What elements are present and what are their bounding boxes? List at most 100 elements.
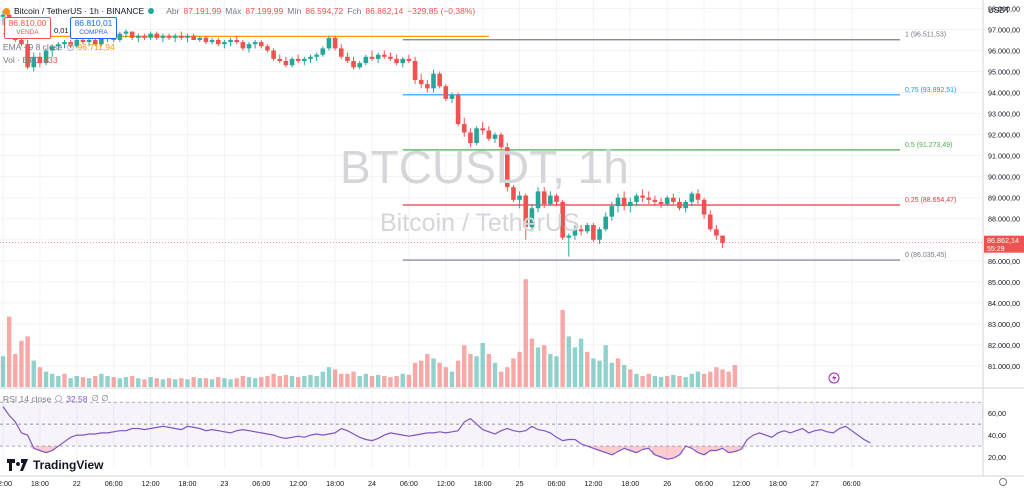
candle-body[interactable]: [394, 58, 399, 64]
candle-body[interactable]: [326, 37, 332, 49]
candle-body[interactable]: [246, 44, 252, 49]
candle-body[interactable]: [449, 94, 455, 99]
candle-body[interactable]: [320, 48, 326, 55]
candle-body[interactable]: [271, 50, 276, 59]
candle-body[interactable]: [498, 134, 504, 148]
candle-body[interactable]: [492, 134, 498, 139]
candle-body[interactable]: [621, 197, 627, 207]
candle-body[interactable]: [209, 39, 215, 43]
candle-body[interactable]: [197, 37, 203, 40]
candle-body[interactable]: [222, 42, 227, 45]
candle-body[interactable]: [511, 187, 516, 200]
candle-body[interactable]: [584, 225, 590, 232]
candle-body[interactable]: [74, 39, 80, 47]
tradingview-logo[interactable]: TradingView: [7, 458, 103, 472]
candle-body[interactable]: [179, 35, 184, 38]
buy-button[interactable]: 86.810,01 COMPRA: [70, 17, 117, 39]
candle-body[interactable]: [203, 37, 209, 43]
candle-body[interactable]: [707, 214, 713, 230]
candle-body[interactable]: [683, 201, 688, 209]
candle-body[interactable]: [671, 197, 676, 202]
candle-body[interactable]: [701, 199, 707, 215]
candle-body[interactable]: [406, 58, 412, 61]
candle-body[interactable]: [332, 37, 338, 49]
candle-body[interactable]: [541, 191, 547, 205]
candle-body[interactable]: [363, 56, 369, 64]
candle-body[interactable]: [437, 73, 442, 87]
candle-body[interactable]: [160, 35, 166, 38]
candle-body[interactable]: [548, 195, 553, 205]
candle-body[interactable]: [597, 229, 602, 240]
candle-body[interactable]: [425, 84, 430, 89]
candle-body[interactable]: [517, 195, 522, 200]
candle-body[interactable]: [265, 46, 270, 51]
candle-body[interactable]: [689, 193, 695, 202]
candle-body[interactable]: [308, 56, 313, 59]
candle-body[interactable]: [369, 56, 375, 59]
candle-body[interactable]: [634, 195, 639, 202]
candle-body[interactable]: [136, 35, 141, 38]
candle-body[interactable]: [578, 229, 584, 232]
candle-body[interactable]: [591, 225, 596, 240]
candle-body[interactable]: [166, 35, 172, 38]
candle-body[interactable]: [523, 195, 529, 228]
candle-body[interactable]: [695, 193, 701, 200]
candle-body[interactable]: [572, 229, 578, 236]
candle-body[interactable]: [154, 33, 160, 38]
candle-body[interactable]: [234, 39, 239, 43]
candle-body[interactable]: [283, 60, 289, 66]
candle-body[interactable]: [535, 191, 541, 209]
candle-body[interactable]: [172, 35, 178, 38]
candle-body[interactable]: [49, 46, 55, 51]
candle-body[interactable]: [486, 130, 492, 139]
candle-body[interactable]: [295, 58, 301, 61]
sell-button[interactable]: 86.810,00 VENDA: [4, 17, 51, 39]
candle-body[interactable]: [720, 235, 725, 243]
candle-body[interactable]: [560, 201, 565, 238]
candle-body[interactable]: [142, 35, 147, 38]
candle-body[interactable]: [529, 208, 535, 228]
candle-body[interactable]: [25, 44, 30, 68]
candle-body[interactable]: [431, 73, 436, 89]
candle-body[interactable]: [302, 58, 307, 61]
candle-body[interactable]: [615, 197, 621, 207]
gear-icon[interactable]: [999, 478, 1007, 486]
candle-body[interactable]: [99, 37, 104, 45]
candle-body[interactable]: [129, 31, 135, 38]
candle-body[interactable]: [418, 79, 424, 85]
candle-body[interactable]: [215, 39, 221, 45]
candle-body[interactable]: [289, 58, 295, 66]
candle-body[interactable]: [566, 235, 572, 238]
candle-body[interactable]: [455, 94, 461, 125]
candle-body[interactable]: [62, 42, 67, 45]
last-price-tag[interactable]: [984, 235, 1024, 253]
candle-body[interactable]: [86, 39, 92, 43]
candle-body[interactable]: [412, 60, 418, 80]
candle-body[interactable]: [56, 44, 61, 47]
candle-body[interactable]: [19, 39, 24, 45]
candle-body[interactable]: [345, 56, 350, 61]
candle-body[interactable]: [443, 86, 449, 99]
candle-body[interactable]: [658, 201, 664, 205]
candle-body[interactable]: [468, 132, 473, 144]
currency-label[interactable]: USDT: [988, 6, 1010, 15]
candle-body[interactable]: [191, 35, 196, 40]
settings-icon[interactable]: [66, 43, 74, 51]
candle-body[interactable]: [664, 197, 670, 205]
candle-body[interactable]: [277, 58, 283, 61]
candle-body[interactable]: [646, 197, 652, 200]
candle-body[interactable]: [252, 42, 258, 45]
candle-body[interactable]: [480, 128, 485, 131]
candle-body[interactable]: [714, 229, 719, 236]
candle-body[interactable]: [314, 54, 319, 57]
candle-body[interactable]: [228, 39, 233, 43]
candle-body[interactable]: [628, 201, 633, 207]
candle-body[interactable]: [92, 39, 98, 45]
candle-body[interactable]: [677, 201, 682, 209]
candle-body[interactable]: [351, 60, 356, 68]
candle-body[interactable]: [240, 42, 246, 49]
candle-body[interactable]: [388, 56, 393, 59]
rsi-settings-icon[interactable]: [55, 395, 63, 402]
candle-body[interactable]: [603, 216, 608, 230]
